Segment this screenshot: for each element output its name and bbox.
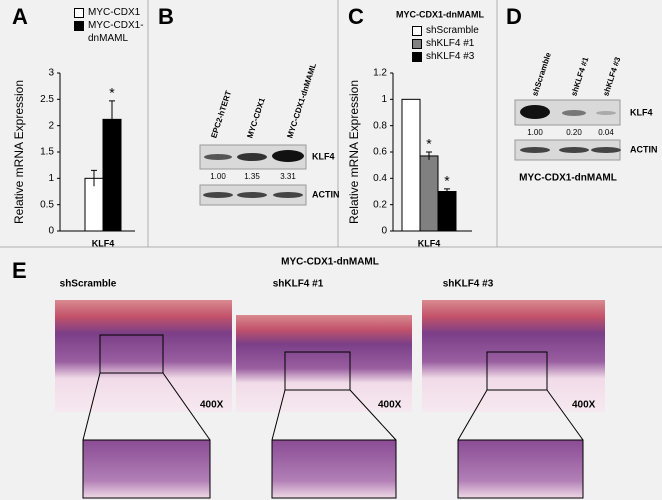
y-tick-label: 0 <box>381 226 387 237</box>
magnification: 400X <box>378 400 402 411</box>
histology-title: MYC-CDX1-dnMAML <box>281 257 379 268</box>
lane-label: shKLF4 #1 <box>569 55 590 97</box>
error-bar <box>91 169 97 187</box>
y-tick-label: 0.5 <box>40 199 54 210</box>
band-quantification: 1.00 <box>527 128 543 137</box>
lane-label: MYC-CDX1 <box>245 96 267 139</box>
legend-swatch <box>74 21 84 31</box>
legend-item: shKLF4 #1 <box>412 37 492 50</box>
column-label: shKLF4 #3 <box>443 279 494 290</box>
band-quantification: 0.04 <box>598 128 614 137</box>
histology-images <box>55 300 605 499</box>
panel-label: C <box>348 4 364 29</box>
panel-label: A <box>12 4 28 29</box>
error-bar <box>109 100 115 138</box>
y-tick-label: 1 <box>381 94 387 105</box>
panel-label: B <box>158 4 174 29</box>
chart-title: MYC-CDX1-dnMAML <box>396 9 484 19</box>
magnification: 400X <box>200 400 224 411</box>
lane-label: shKLF4 #3 <box>601 55 622 97</box>
y-tick-label: 2.5 <box>40 94 54 105</box>
legend-label: MYC-CDX1 <box>88 7 141 18</box>
panel-borders <box>0 0 662 248</box>
y-tick-label: 3 <box>48 68 54 79</box>
legend-label: MYC-CDX1-dnMAML <box>88 20 144 44</box>
legend-label: shScramble <box>426 25 479 36</box>
bar <box>437 191 457 232</box>
y-axis-label: Relative mRNA Expression <box>347 80 361 224</box>
y-tick-label: 0.6 <box>373 147 387 158</box>
x-tick-label: KLF4 <box>92 238 115 248</box>
y-tick-label: 1.5 <box>40 147 54 158</box>
band-quantification: 3.31 <box>280 172 296 181</box>
x-tick-label: KLF4 <box>418 238 441 248</box>
legend-item: MYC-CDX1 <box>74 6 146 19</box>
y-axis-label: Relative mRNA Expression <box>12 80 26 224</box>
magnification: 400X <box>572 400 596 411</box>
band-label: KLF4 <box>630 107 653 117</box>
significance-marker: * <box>444 173 450 189</box>
panel-label: D <box>506 4 522 29</box>
legend-item: shScramble <box>412 24 492 37</box>
legend-label: shKLF4 #1 <box>426 38 475 49</box>
legend-swatch <box>412 52 422 62</box>
significance-marker: * <box>426 136 432 152</box>
y-tick-label: 0 <box>48 226 54 237</box>
legend-swatch <box>74 8 84 18</box>
y-tick-label: 0.4 <box>373 173 387 184</box>
lane-label: EPC2-hTERT <box>209 89 233 139</box>
y-tick-label: 0.2 <box>373 199 387 210</box>
y-tick-label: 1.2 <box>373 68 387 79</box>
panel-label: E <box>12 258 27 283</box>
band-label: ACTIN <box>312 189 340 199</box>
lane-label: MYC-CDX1-dnMAML <box>285 62 318 139</box>
legend-item: shKLF4 #3 <box>412 50 492 63</box>
error-bar <box>444 188 450 195</box>
band-quantification: 1.35 <box>244 172 260 181</box>
y-tick-label: 2 <box>48 120 54 131</box>
error-bar <box>426 151 432 160</box>
legend-label: shKLF4 #3 <box>426 51 475 62</box>
legend-swatch <box>412 39 422 49</box>
significance-marker: * <box>109 85 115 101</box>
column-label: shKLF4 #1 <box>273 279 324 290</box>
blot <box>199 144 307 206</box>
band-quantification: 0.20 <box>566 128 582 137</box>
bar <box>419 155 439 232</box>
y-tick-label: 0.8 <box>373 120 387 131</box>
blot-caption: MYC-CDX1-dnMAML <box>519 173 617 184</box>
band-quantification: 1.00 <box>210 172 226 181</box>
band-label: ACTIN <box>630 144 658 154</box>
legend: MYC-CDX1 MYC-CDX1-dnMAML <box>74 6 146 45</box>
legend: shScramble shKLF4 #1 shKLF4 #3 <box>412 24 492 63</box>
legend-swatch <box>412 26 422 36</box>
lane-label: shScramble <box>530 51 553 97</box>
column-label: shScramble <box>60 279 117 290</box>
legend-item: MYC-CDX1-dnMAML <box>74 19 146 45</box>
band-label: KLF4 <box>312 151 335 161</box>
y-tick-label: 1 <box>48 173 54 184</box>
blot <box>514 99 621 161</box>
bar <box>401 98 421 232</box>
